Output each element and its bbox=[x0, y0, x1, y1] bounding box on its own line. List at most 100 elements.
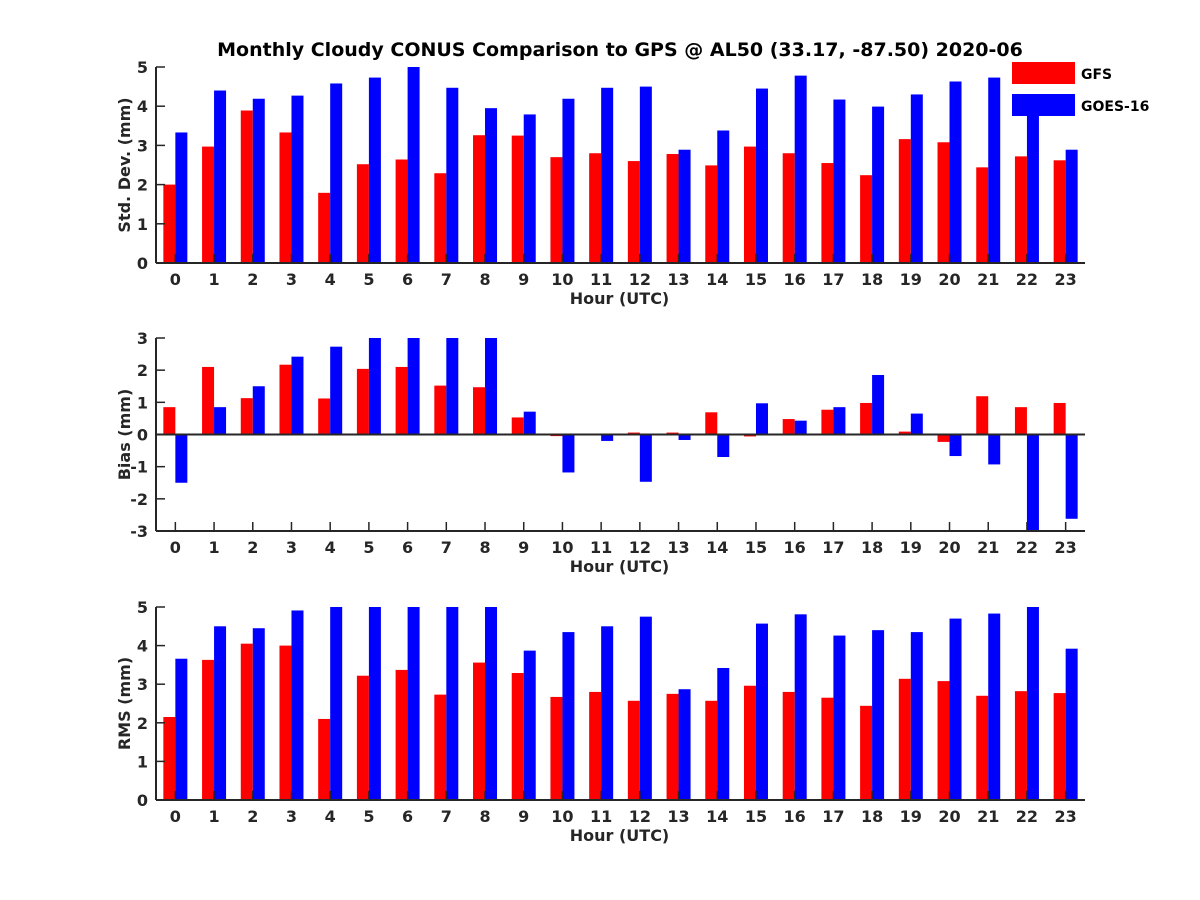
x-tick-label: 4 bbox=[325, 270, 336, 289]
bar-goes16-2 bbox=[252, 386, 265, 435]
x-tick-label: 11 bbox=[590, 270, 612, 289]
bar-gfs-0 bbox=[163, 717, 176, 800]
bar-goes16-17 bbox=[833, 99, 846, 263]
bar-goes16-0 bbox=[175, 434, 188, 483]
bar-gfs-16 bbox=[782, 691, 795, 800]
bar-goes16-20 bbox=[949, 618, 962, 800]
x-tick-label: 4 bbox=[325, 538, 336, 557]
x-tick-label: 17 bbox=[822, 270, 844, 289]
bar-goes16-14 bbox=[717, 434, 730, 458]
x-tick-label: 3 bbox=[286, 538, 297, 557]
x-tick-label: 7 bbox=[441, 538, 452, 557]
bar-goes16-8 bbox=[485, 108, 498, 263]
y-tick-label: 0 bbox=[137, 254, 148, 273]
bar-goes16-13 bbox=[678, 689, 691, 800]
x-tick-label: 19 bbox=[900, 270, 922, 289]
bar-goes16-7 bbox=[446, 607, 459, 800]
bar-gfs-0 bbox=[163, 407, 176, 435]
bar-gfs-4 bbox=[318, 718, 331, 800]
bar-gfs-20 bbox=[937, 434, 950, 442]
bar-goes16-14 bbox=[717, 130, 730, 263]
bar-goes16-8 bbox=[485, 607, 498, 800]
legend-label-goes16: GOES-16 bbox=[1081, 99, 1149, 115]
x-tick-label: 21 bbox=[977, 538, 999, 557]
y-tick-label: 2 bbox=[137, 176, 148, 195]
bar-gfs-3 bbox=[279, 645, 292, 800]
x-tick-label: 2 bbox=[247, 807, 258, 826]
bar-gfs-23 bbox=[1053, 693, 1066, 800]
legend: GFS GOES-16 bbox=[1012, 62, 1149, 116]
x-tick-label: 22 bbox=[1016, 807, 1038, 826]
bar-gfs-10 bbox=[550, 696, 563, 800]
x-tick-label: 7 bbox=[441, 270, 452, 289]
bar-goes16-16 bbox=[794, 614, 807, 800]
bar-goes16-12 bbox=[639, 86, 652, 263]
bar-gfs-20 bbox=[937, 681, 950, 800]
y-tick-label: -3 bbox=[130, 522, 148, 541]
bar-gfs-1 bbox=[202, 659, 215, 800]
y-tick-label: -1 bbox=[130, 458, 148, 477]
bar-goes16-13 bbox=[678, 149, 691, 263]
bar-goes16-6 bbox=[407, 338, 420, 435]
bar-goes16-6 bbox=[407, 67, 420, 263]
x-tick-label: 20 bbox=[938, 538, 960, 557]
bar-gfs-5 bbox=[356, 368, 369, 435]
bar-gfs-15 bbox=[743, 685, 756, 800]
bar-gfs-7 bbox=[434, 385, 447, 435]
y-tick-label: 2 bbox=[137, 714, 148, 733]
x-tick-label: 11 bbox=[590, 538, 612, 557]
bar-gfs-9 bbox=[511, 135, 524, 263]
bar-goes16-10 bbox=[562, 632, 575, 800]
bar-goes16-6 bbox=[407, 607, 420, 800]
bar-goes16-22 bbox=[1026, 434, 1039, 531]
bar-gfs-5 bbox=[356, 164, 369, 263]
x-tick-label: 22 bbox=[1016, 538, 1038, 557]
bar-gfs-21 bbox=[976, 695, 989, 800]
bar-goes16-15 bbox=[755, 88, 768, 263]
y-axis-label: Std. Dev. (mm) bbox=[115, 97, 134, 232]
bar-gfs-18 bbox=[860, 175, 873, 263]
bar-gfs-19 bbox=[898, 678, 911, 800]
bar-gfs-8 bbox=[473, 387, 486, 435]
x-tick-label: 2 bbox=[247, 538, 258, 557]
bar-goes16-11 bbox=[601, 434, 614, 441]
y-tick-label: 5 bbox=[137, 58, 148, 77]
x-tick-label: 4 bbox=[325, 807, 336, 826]
bar-goes16-22 bbox=[1026, 111, 1039, 263]
x-tick-label: 23 bbox=[1055, 538, 1077, 557]
bar-goes16-17 bbox=[833, 635, 846, 800]
x-tick-label: 8 bbox=[479, 270, 490, 289]
bar-goes16-16 bbox=[794, 420, 807, 435]
bar-goes16-18 bbox=[872, 374, 885, 435]
x-axis-label: Hour (UTC) bbox=[570, 826, 670, 845]
bar-goes16-23 bbox=[1065, 648, 1078, 800]
bar-gfs-3 bbox=[279, 364, 292, 435]
x-tick-label: 7 bbox=[441, 807, 452, 826]
bar-gfs-1 bbox=[202, 366, 215, 435]
bar-goes16-7 bbox=[446, 338, 459, 435]
x-tick-label: 9 bbox=[518, 270, 529, 289]
bar-gfs-22 bbox=[1014, 156, 1027, 263]
x-tick-label: 14 bbox=[706, 270, 728, 289]
y-axis-label: RMS (mm) bbox=[115, 657, 134, 750]
bar-goes16-5 bbox=[368, 607, 381, 800]
bar-gfs-6 bbox=[395, 159, 408, 263]
x-tick-label: 2 bbox=[247, 270, 258, 289]
x-tick-label: 9 bbox=[518, 538, 529, 557]
bar-gfs-2 bbox=[240, 398, 253, 435]
x-tick-label: 12 bbox=[629, 270, 651, 289]
bar-goes16-11 bbox=[601, 87, 614, 263]
x-tick-label: 8 bbox=[479, 538, 490, 557]
x-tick-label: 3 bbox=[286, 270, 297, 289]
x-tick-label: 23 bbox=[1055, 807, 1077, 826]
x-tick-label: 0 bbox=[170, 270, 181, 289]
x-tick-label: 20 bbox=[938, 807, 960, 826]
bar-goes16-21 bbox=[988, 613, 1001, 800]
x-tick-label: 16 bbox=[784, 807, 806, 826]
bar-gfs-7 bbox=[434, 694, 447, 800]
bar-gfs-18 bbox=[860, 705, 873, 800]
x-tick-label: 6 bbox=[402, 270, 413, 289]
x-tick-label: 18 bbox=[861, 538, 883, 557]
